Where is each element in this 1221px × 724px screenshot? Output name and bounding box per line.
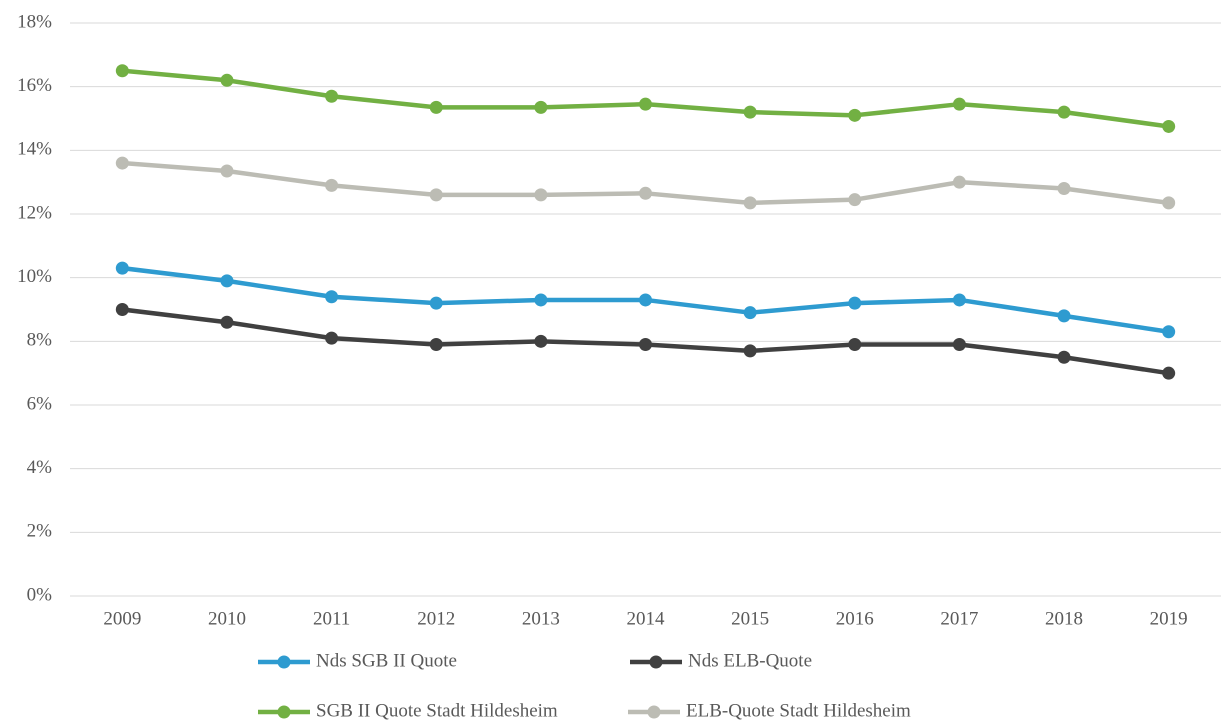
- legend-marker: [277, 705, 291, 719]
- y-tick-label: 2%: [27, 521, 53, 542]
- x-tick-label: 2016: [836, 608, 874, 629]
- data-point: [429, 338, 443, 352]
- x-tick-label: 2015: [731, 608, 769, 629]
- data-point: [220, 274, 234, 288]
- x-tick-label: 2017: [940, 608, 978, 629]
- legend-label: Nds ELB-Quote: [688, 650, 812, 671]
- data-point: [1162, 196, 1176, 210]
- legend-label: SGB II Quote Stadt Hildesheim: [316, 700, 558, 721]
- data-point: [952, 97, 966, 111]
- data-point: [325, 89, 339, 103]
- data-point: [325, 331, 339, 345]
- data-point: [848, 108, 862, 122]
- y-tick-label: 0%: [27, 584, 53, 605]
- x-tick-label: 2013: [522, 608, 560, 629]
- data-point: [639, 293, 652, 307]
- data-point: [848, 338, 862, 352]
- data-point: [534, 188, 548, 202]
- data-point: [743, 306, 757, 320]
- legend-marker: [649, 655, 663, 669]
- data-point: [1162, 366, 1176, 380]
- data-point: [115, 261, 129, 275]
- data-point: [429, 188, 443, 202]
- y-tick-label: 8%: [27, 330, 53, 351]
- data-point: [639, 186, 652, 200]
- data-point: [220, 164, 234, 178]
- data-point: [534, 334, 548, 348]
- data-point: [1057, 105, 1071, 119]
- data-point: [952, 175, 966, 189]
- data-point: [325, 290, 339, 304]
- x-tick-label: 2018: [1045, 608, 1083, 629]
- data-point: [1162, 119, 1176, 133]
- data-point: [1162, 325, 1176, 339]
- data-point: [848, 193, 862, 207]
- data-point: [743, 105, 757, 119]
- x-tick-label: 2009: [103, 608, 141, 629]
- x-tick-label: 2019: [1150, 608, 1188, 629]
- x-tick-label: 2010: [208, 608, 246, 629]
- data-point: [639, 338, 652, 352]
- x-tick-label: 2012: [417, 608, 455, 629]
- data-point: [639, 97, 652, 111]
- x-tick-label: 2011: [313, 608, 350, 629]
- data-point: [952, 338, 966, 352]
- data-point: [848, 296, 862, 310]
- data-point: [1057, 182, 1071, 196]
- data-point: [115, 156, 129, 170]
- data-point: [429, 296, 443, 310]
- y-tick-label: 6%: [27, 393, 53, 414]
- legend-marker: [277, 655, 291, 669]
- data-point: [429, 100, 443, 114]
- data-point: [743, 196, 757, 210]
- data-point: [534, 100, 548, 114]
- data-point: [952, 293, 966, 307]
- data-point: [743, 344, 757, 358]
- legend-label: ELB-Quote Stadt Hildesheim: [686, 700, 911, 721]
- x-tick-label: 2014: [627, 608, 666, 629]
- legend-label: Nds SGB II Quote: [316, 650, 457, 671]
- data-point: [115, 303, 129, 316]
- data-point: [1057, 350, 1071, 364]
- data-point: [534, 293, 548, 307]
- y-tick-label: 18%: [17, 11, 52, 32]
- y-tick-label: 10%: [17, 266, 52, 287]
- data-point: [325, 178, 339, 192]
- y-tick-label: 4%: [27, 457, 53, 478]
- y-tick-label: 14%: [17, 139, 52, 160]
- legend-marker: [647, 705, 661, 719]
- y-tick-label: 16%: [17, 75, 52, 96]
- data-point: [220, 73, 234, 87]
- y-tick-label: 12%: [17, 202, 52, 223]
- data-point: [1057, 309, 1071, 323]
- data-point: [115, 64, 129, 78]
- data-point: [220, 315, 234, 329]
